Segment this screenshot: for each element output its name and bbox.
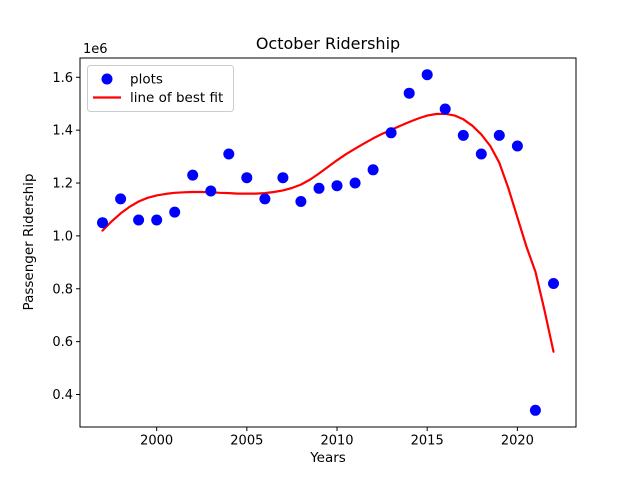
x-tick-label: 2020 [501,434,534,449]
best-fit-line [101,112,555,353]
y-axis-ticks: 0.4 0.6 0.8 1.0 1.2 1.4 1.6 [52,71,80,403]
scatter-point [133,214,145,226]
x-tick-label: 2000 [140,434,173,449]
scatter-point [349,177,361,189]
scatter-point [169,206,181,218]
x-axis-label: Years [309,450,346,466]
scatter-point [259,193,271,205]
scatter-point [439,103,451,115]
scatter-point [403,87,415,99]
scatter-point [277,172,289,184]
scatter-points [97,69,559,416]
scatter-point [205,185,217,197]
scatter-point [475,148,487,160]
y-tick-label: 1.0 [52,229,73,244]
y-tick-label: 1.6 [52,71,73,86]
scatter-point [241,172,253,184]
y-axis-offset-text: 1e6 [83,42,108,57]
x-tick-label: 2010 [320,434,353,449]
scatter-point [385,127,397,139]
axes-spines [79,57,577,428]
legend-plots-marker-icon [101,73,113,85]
scatter-point [187,169,199,181]
scatter-point [511,140,523,152]
scatter-point [457,129,469,141]
scatter-point [151,214,163,226]
legend-label-best-fit: line of best fit [130,90,223,106]
scatter-point [529,404,541,416]
x-tick-label: 2005 [230,434,263,449]
plot-area [79,57,577,428]
y-tick-label: 1.4 [52,124,73,139]
best-fit-path [101,112,555,353]
legend: plots line of best fit [87,65,234,112]
scatter-point [295,196,307,207]
y-tick-label: 0.4 [52,388,73,403]
scatter-point [367,164,379,176]
scatter-point [421,69,433,81]
y-axis-label: Passenger Ridership [21,174,37,311]
legend-label-plots: plots [130,72,163,88]
scatter-point [223,148,235,160]
chart-title: October Ridership [256,34,400,53]
legend-box [87,65,234,112]
scatter-point [548,278,559,289]
scatter-point [97,217,108,229]
scatter-point [331,180,343,192]
scatter-point [313,182,325,194]
x-tick-label: 2015 [411,434,444,449]
y-tick-label: 1.2 [52,177,73,192]
y-tick-label: 0.8 [52,282,73,297]
y-tick-label: 0.6 [52,335,73,350]
scatter-point [493,129,505,141]
scatter-point [115,193,127,205]
x-axis-ticks: 2000 2005 2010 2015 2020 [140,427,534,449]
